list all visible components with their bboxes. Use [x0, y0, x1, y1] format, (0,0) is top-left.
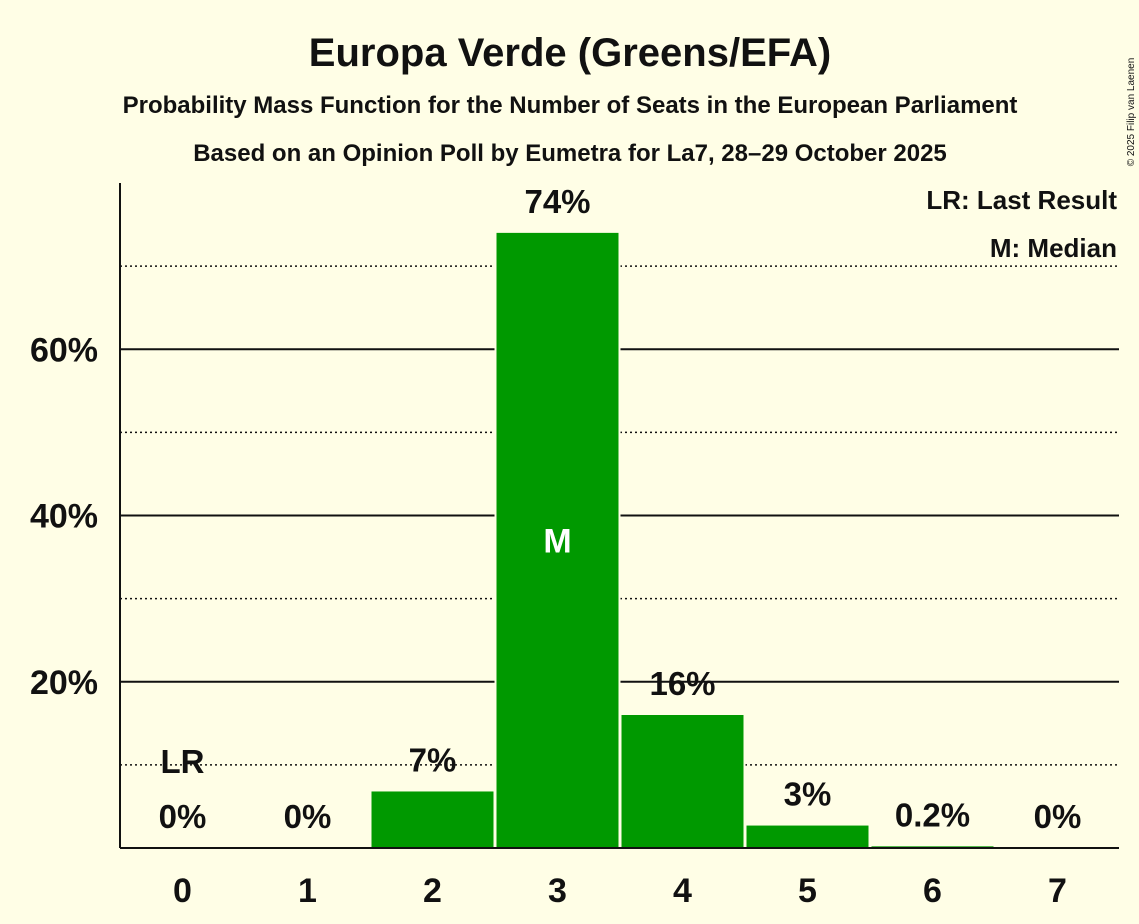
- bar: [746, 825, 869, 848]
- chart-subtitle-poll: Based on an Opinion Poll by Eumetra for …: [193, 140, 947, 167]
- chart-subtitle: Probability Mass Function for the Number…: [123, 92, 1018, 119]
- y-tick-label: 60%: [30, 331, 98, 369]
- value-label: 0%: [159, 798, 207, 835]
- bars: [369, 230, 996, 848]
- y-tick-label: 40%: [30, 498, 98, 536]
- bar-halo: [869, 844, 996, 848]
- value-label: 74%: [524, 183, 590, 220]
- legend-last-result: LR: Last Result: [926, 185, 1117, 215]
- x-tick-label: 1: [298, 872, 317, 910]
- x-tick-label: 2: [423, 872, 442, 910]
- median-marker: M: [543, 522, 571, 560]
- value-label: 16%: [649, 665, 715, 702]
- x-tick-label: 4: [673, 872, 692, 910]
- bar: [371, 791, 494, 848]
- bar: [496, 232, 619, 848]
- value-label: 0%: [284, 798, 332, 835]
- labels: 20% 40% 60% 0 1 2 3 4 5 6 7 0% 0% 7% 74% 16% 3% 0.2% 0% LR M: [30, 183, 1081, 910]
- x-tick-label: 7: [1048, 872, 1067, 910]
- chart-title: Europa Verde (Greens/EFA): [309, 31, 831, 75]
- legend-median: M: Median: [990, 233, 1117, 263]
- last-result-marker: LR: [161, 743, 205, 780]
- x-tick-label: 0: [173, 872, 192, 910]
- value-label: 7%: [409, 741, 457, 778]
- x-tick-label: 5: [798, 872, 817, 910]
- copyright-text: © 2025 Filip van Laenen: [1126, 58, 1137, 167]
- value-label: 0%: [1034, 798, 1082, 835]
- value-label: 3%: [784, 776, 832, 813]
- value-label: 0.2%: [895, 796, 970, 833]
- x-tick-label: 3: [548, 872, 567, 910]
- y-tick-label: 20%: [30, 664, 98, 702]
- bar: [621, 715, 744, 848]
- axes: [119, 183, 1119, 849]
- x-tick-label: 6: [923, 872, 942, 910]
